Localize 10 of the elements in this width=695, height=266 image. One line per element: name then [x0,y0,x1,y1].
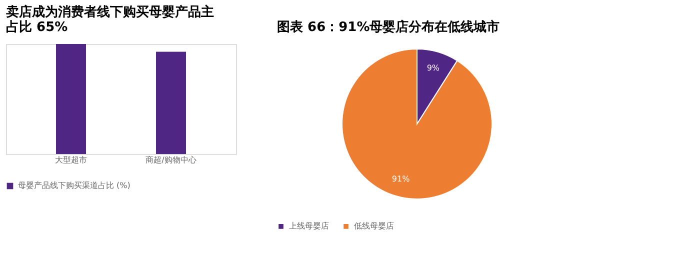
chart-title: 图表 66：91%母婴店分布在低线城市 [277,19,500,35]
legend-label: 母婴产品线下购买渠道占比 (%) [18,181,130,190]
chart-title: 卖店成为消费者线下购买母婴产品主占比 65% [6,4,214,35]
data-label: 91% [392,174,410,184]
x-tick-label: 大型超市 [55,156,87,164]
legend-label: 低线母婴店 [354,221,394,230]
pie-slice [342,48,492,200]
x-tick-label: 商超/购物中心 [146,156,196,164]
legend-label: 上线母婴店 [289,221,329,230]
data-label: 9% [426,63,440,72]
